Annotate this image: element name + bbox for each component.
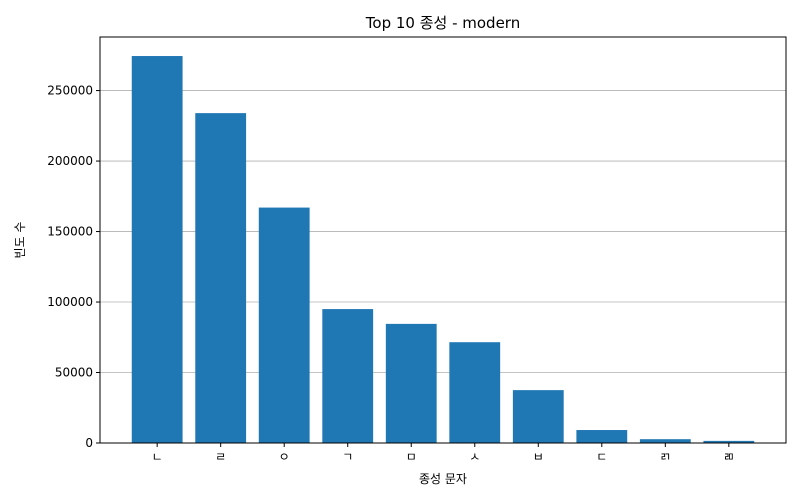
bar-ㄺ	[639, 439, 691, 443]
plot-frame	[99, 36, 787, 444]
x-tick-label: ㅇ	[279, 450, 290, 464]
x-tick-label: ㅂ	[533, 450, 544, 464]
y-tick-label: 150000	[47, 225, 93, 239]
x-tick-label: ㄹ	[215, 450, 226, 464]
bars	[131, 56, 755, 443]
x-tick-label: ㄱ	[342, 450, 353, 464]
y-axis-label: 빈도 수	[13, 222, 27, 259]
y-tick-label: 0	[85, 436, 93, 450]
bar-ㅇ	[258, 207, 310, 443]
y-axis-ticks: 0 50000 100000 150000 200000 250000	[47, 84, 100, 450]
bar-ㅁ	[385, 323, 437, 443]
y-tick-label: 200000	[47, 154, 93, 168]
y-tick-label: 100000	[47, 295, 93, 309]
x-tick-label: ㅅ	[469, 450, 480, 464]
x-axis-label: 종성 문자	[419, 472, 467, 486]
bar-ㄹ	[195, 113, 247, 443]
x-tick-label: ㄻ	[723, 450, 734, 464]
bar-ㅅ	[449, 342, 501, 443]
y-tick-label: 50000	[55, 366, 93, 380]
bar-ㄷ	[576, 430, 628, 443]
bar-ㅂ	[512, 390, 564, 443]
x-tick-label: ㄴ	[152, 450, 163, 464]
x-tick-label: ㅁ	[406, 450, 417, 464]
chart-title: Top 10 종성 - modern	[365, 14, 520, 32]
bar-ㄴ	[131, 56, 183, 443]
bar-ㄱ	[322, 309, 374, 443]
y-tick-label: 250000	[47, 84, 93, 98]
x-tick-label: ㄺ	[660, 450, 671, 464]
x-tick-label: ㄷ	[596, 450, 607, 464]
bar-ㄻ	[703, 440, 755, 443]
